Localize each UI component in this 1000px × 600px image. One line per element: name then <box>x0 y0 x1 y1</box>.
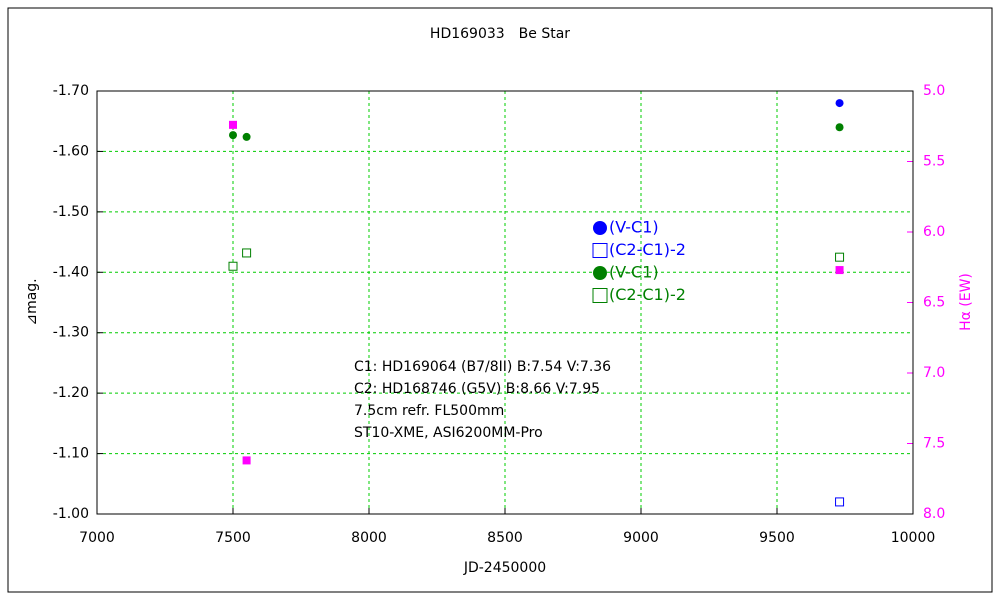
point <box>229 131 237 140</box>
y2-tick-label: 5.5 <box>923 154 945 170</box>
annotation: ST10-XME, ASI6200MM-Pro <box>354 425 543 441</box>
chart-title: HD169033 Be Star <box>430 26 570 42</box>
x-tick-label: 8500 <box>487 530 523 546</box>
x-axis-label: JD-2450000 <box>463 560 546 576</box>
x-tick-label: 8000 <box>351 530 387 546</box>
y-tick-label: -1.60 <box>53 143 89 159</box>
point <box>229 120 237 129</box>
y2-axis-label: Hα (EW) <box>958 273 974 331</box>
annotation: 7.5cm refr. FL500mm <box>354 403 504 419</box>
y-tick-label: -1.50 <box>53 204 89 220</box>
y-tick-label: -1.30 <box>53 325 89 341</box>
x-tick-label: 9500 <box>759 530 795 546</box>
y-tick-label: -1.40 <box>53 264 89 280</box>
y2-tick-label: 5.0 <box>923 83 945 99</box>
y2-tick-label: 6.0 <box>923 224 945 240</box>
x-tick-label: 10000 <box>891 530 936 546</box>
legend-marker <box>593 221 607 235</box>
x-tick-label: 9000 <box>623 530 659 546</box>
y2-tick-label: 6.5 <box>923 295 945 311</box>
y-tick-label: -1.00 <box>53 506 89 522</box>
frame <box>7 7 993 593</box>
legend-marker <box>592 288 608 303</box>
point <box>835 266 844 275</box>
x-tick-label: 7500 <box>215 530 251 546</box>
y2-tick-label: 8.0 <box>923 506 945 522</box>
legend-label: (C2-C1)-2 <box>609 240 686 259</box>
point <box>228 261 238 271</box>
y-tick-label: -1.20 <box>53 385 89 401</box>
legend-label: (V-C1) <box>609 218 659 237</box>
legend-label: (V-C1) <box>609 263 659 282</box>
point <box>242 456 251 465</box>
x-tick-label: 7000 <box>79 530 115 546</box>
plot-area <box>96 90 914 515</box>
point <box>242 132 251 141</box>
point <box>835 252 845 262</box>
y-tick-label: -1.10 <box>53 446 89 462</box>
y2-tick-label: 7.0 <box>923 365 945 381</box>
point <box>835 123 844 132</box>
annotation: C1: HD169064 (B7/8II) B:7.54 V:7.36 <box>354 359 611 375</box>
y-axis-label: ⊿mag. <box>24 278 40 325</box>
legend-marker <box>593 266 607 280</box>
y-tick-label: -1.70 <box>53 83 89 99</box>
point <box>242 248 252 258</box>
point <box>835 497 845 507</box>
point <box>835 99 844 108</box>
y2-tick-label: 7.5 <box>923 436 945 452</box>
annotation: C2: HD168746 (G5V) B:8.66 V:7.95 <box>354 381 600 397</box>
legend-label: (C2-C1)-2 <box>609 285 686 304</box>
legend-marker <box>592 243 608 258</box>
